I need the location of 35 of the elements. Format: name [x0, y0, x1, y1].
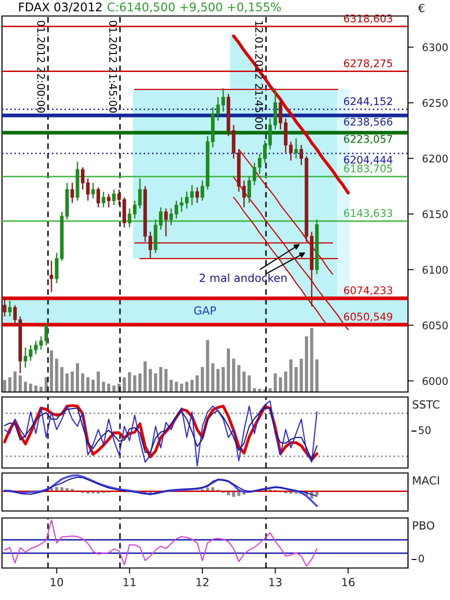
annotation: 01.2012 21:45:00 — [109, 20, 118, 113]
ref-line-label: 6050,549 — [344, 312, 392, 322]
text: 50 — [418, 426, 431, 434]
chart-title: SSTC — [412, 400, 440, 409]
chart-title: PBO — [413, 521, 434, 530]
ref-line-label: 6204,444 — [344, 156, 392, 165]
chart-title: MACI — [413, 476, 439, 485]
ref-line-label: 6183,705 — [344, 164, 392, 174]
ref-line-label: 6238,566 — [344, 118, 392, 127]
x-tick-label: 16 — [342, 578, 355, 586]
y-tick-label: 6300 — [422, 43, 448, 52]
y-tick-label: 6100 — [422, 266, 448, 274]
x-tick-label: 12 — [196, 578, 208, 586]
ref-line-label: 6143,633 — [344, 209, 392, 218]
ref-line-label: 6074,233 — [344, 286, 392, 296]
annotation: 2 mal andocken — [200, 273, 287, 282]
ref-line-label: 6223,057 — [344, 135, 392, 144]
y-tick-label: 6150 — [422, 210, 448, 218]
x-tick-label: 10 — [50, 578, 63, 586]
ref-line-label: 6318,603 — [344, 14, 392, 24]
x-tick-label: 11 — [124, 578, 136, 586]
y-tick-label: 6200 — [422, 154, 448, 162]
ref-line-label: 6244,152 — [344, 97, 392, 106]
ref-line-label: 6278,275 — [344, 59, 392, 68]
text: 0 — [418, 554, 424, 563]
x-tick-label: 13 — [269, 578, 282, 586]
band-label: GAP — [194, 306, 216, 315]
y-tick-label: 6050 — [422, 321, 448, 330]
chart-subtitle: C:6140,500 +9,500 +0,155% — [108, 2, 281, 13]
y-tick-label: 6250 — [422, 98, 448, 107]
y-axis-title: € — [418, 4, 424, 12]
annotation: 12.01.2012 21:45:00 — [255, 21, 264, 130]
chart-title: FDAX 03/2012 — [19, 2, 102, 12]
y-tick-label: 6000 — [422, 377, 448, 385]
annotation: 01.2012 22:00:00 — [37, 20, 46, 113]
